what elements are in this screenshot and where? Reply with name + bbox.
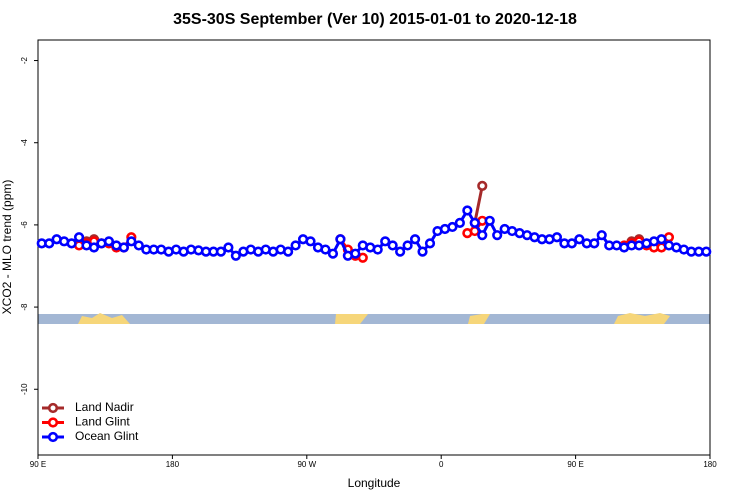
data-point — [380, 236, 391, 247]
map-strip — [38, 313, 710, 324]
data-point — [469, 217, 480, 228]
data-point — [462, 205, 473, 216]
plot-frame — [37, 39, 711, 456]
data-point — [290, 240, 301, 251]
data-point — [372, 244, 383, 255]
x-tick-label: 180 — [166, 460, 180, 469]
y-tick-label: -8 — [20, 303, 29, 311]
legend-label: Land Nadir — [75, 400, 134, 414]
legend-marker — [47, 417, 59, 428]
x-tick-label: 90 E — [30, 460, 46, 469]
x-tick-label: 90 E — [567, 460, 583, 469]
y-tick-label: -10 — [20, 383, 29, 395]
data-point — [701, 246, 712, 257]
data-point — [447, 221, 458, 233]
data-point — [305, 236, 316, 247]
data-point — [574, 234, 585, 245]
data-point — [424, 238, 436, 249]
data-point — [477, 180, 488, 191]
data-point — [357, 252, 368, 263]
y-axis-label: XCO2 - MLO trend (ppm) — [0, 180, 14, 315]
x-tick-label: 180 — [703, 460, 717, 469]
data-point — [103, 236, 115, 247]
data-point — [566, 238, 577, 249]
data-point — [73, 232, 85, 243]
data-point — [88, 242, 100, 253]
data-point — [327, 248, 339, 259]
data-point — [66, 238, 77, 249]
data-point — [350, 248, 361, 259]
data-point — [335, 234, 346, 245]
data-point — [44, 238, 55, 249]
data-point — [133, 240, 144, 251]
data-point — [596, 230, 607, 241]
data-point — [656, 234, 667, 245]
legend-marker — [47, 402, 59, 414]
data-point — [589, 238, 600, 249]
data-point — [215, 246, 227, 257]
legend-label: Land Glint — [75, 415, 130, 429]
data-point — [283, 246, 294, 257]
data-point — [477, 230, 488, 241]
chart-title: 35S-30S September (Ver 10) 2015-01-01 to… — [173, 11, 577, 28]
data-point — [126, 236, 137, 247]
data-point — [551, 232, 563, 243]
data-point — [409, 234, 421, 245]
data-point — [395, 246, 406, 257]
data-point — [417, 246, 428, 257]
data-point — [387, 240, 398, 251]
data-point — [230, 250, 241, 261]
y-tick-label: -4 — [20, 139, 29, 147]
data-point — [223, 242, 234, 253]
y-tick-label: -6 — [20, 221, 29, 229]
data-point — [484, 215, 495, 226]
x-tick-label: 0 — [439, 460, 444, 469]
data-point — [454, 217, 465, 228]
data-point — [492, 230, 503, 241]
data-point — [118, 242, 129, 253]
x-axis-label: Longitude — [348, 476, 401, 490]
legend-marker — [47, 431, 59, 443]
data-point — [320, 244, 331, 255]
x-tick-label: 90 W — [297, 460, 316, 469]
data-point — [402, 240, 413, 251]
legend-label: Ocean Glint — [75, 429, 139, 443]
y-tick-label: -2 — [20, 56, 29, 64]
